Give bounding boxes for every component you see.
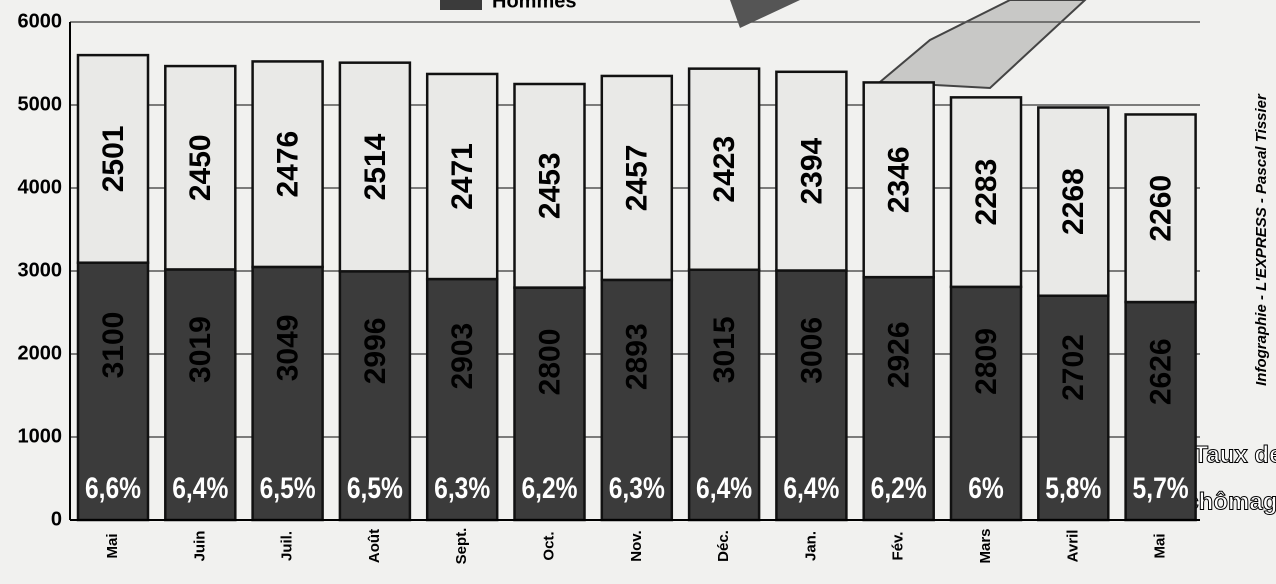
x-tick-label: Août	[366, 529, 383, 563]
bar-segment	[76, 53, 150, 264]
bar-segment	[1124, 113, 1197, 304]
credit: Infographie - L'EXPRESS - Pascal Tissier	[1253, 93, 1270, 386]
value-label: 2450	[184, 134, 217, 201]
bar-segment	[513, 286, 586, 522]
x-tick-label: Juil.	[279, 531, 296, 561]
x-tick-label: Oct.	[540, 531, 557, 560]
value-label: 2926	[883, 321, 916, 388]
bar-segment	[775, 70, 848, 272]
value-label: 2476	[272, 131, 305, 198]
y-tick-label: 2000	[18, 342, 63, 364]
value-label: 2800	[533, 329, 566, 396]
decoration	[877, 0, 1087, 90]
y-tick-label: 0	[51, 508, 62, 530]
y-tick-label: 1000	[18, 425, 63, 447]
value-label: 2514	[359, 133, 392, 200]
legend-label: Hommes	[492, 0, 576, 12]
value-label: 2346	[883, 146, 916, 213]
x-tick-label: Mai	[104, 533, 121, 558]
rate-label: 6,6%	[85, 471, 141, 505]
value-label: 2702	[1057, 334, 1090, 401]
x-tick-label: Fév.	[890, 532, 907, 561]
bar-segment	[949, 285, 1023, 522]
value-label: 2423	[708, 136, 741, 203]
value-label: 2457	[621, 145, 654, 212]
bar-segment	[251, 60, 324, 269]
value-label: 2453	[533, 152, 566, 219]
legend-swatch	[440, 0, 482, 10]
value-label: 3049	[272, 315, 305, 382]
rate-title: chômage	[1185, 488, 1276, 515]
x-tick-label: Avril	[1064, 530, 1081, 563]
rate-label: 6,5%	[347, 471, 403, 505]
value-label: 2893	[621, 323, 654, 390]
y-tick-label: 3000	[18, 259, 63, 281]
bar-segment	[338, 61, 412, 273]
value-label: 2996	[359, 318, 392, 385]
rate-label: 6%	[968, 471, 1004, 505]
bar-segment	[775, 269, 848, 522]
y-tick-label: 4000	[18, 176, 63, 198]
y-tick-label: 5000	[18, 93, 63, 115]
x-tick-label: Nov.	[628, 530, 645, 561]
value-label: 3100	[97, 312, 130, 379]
bar-segment	[687, 67, 761, 272]
value-label: 3015	[708, 316, 741, 383]
bar-segment	[949, 96, 1023, 289]
value-label: 2260	[1145, 175, 1178, 242]
rate-label: 6,4%	[172, 471, 228, 505]
bar-segment	[1037, 106, 1110, 297]
y-tick-label: 6000	[18, 10, 63, 32]
rate-label: 5,7%	[1133, 471, 1189, 505]
value-label: 2268	[1057, 168, 1090, 235]
value-label: 2626	[1145, 338, 1178, 405]
bar-segment	[76, 261, 150, 522]
value-label: 2283	[970, 159, 1003, 226]
rate-label: 6,4%	[696, 471, 752, 505]
rate-label: 6,3%	[609, 471, 665, 505]
x-tick-label: Mars	[977, 528, 994, 563]
bar-segment	[1037, 294, 1110, 522]
bar-segment	[600, 74, 674, 282]
bar-segment	[1124, 300, 1197, 522]
value-label: 2809	[970, 328, 1003, 395]
rate-label: 6,2%	[521, 471, 577, 505]
bar-segment	[862, 275, 935, 522]
decoration	[730, 0, 800, 28]
x-tick-label: Mai	[1152, 533, 1169, 558]
value-label: 2903	[446, 323, 479, 390]
bar-segment	[164, 268, 237, 522]
x-tick-label: Sept.	[453, 528, 470, 565]
x-tick-label: Jan.	[802, 531, 819, 561]
rate-label: 6,3%	[434, 471, 490, 505]
bar-segment	[862, 81, 935, 279]
rate-label: 6,5%	[260, 471, 316, 505]
x-tick-label: Juin	[191, 531, 208, 562]
rate-label: 6,2%	[871, 471, 927, 505]
bar-segment	[425, 72, 499, 281]
rate-title: Taux de	[1194, 441, 1276, 468]
rate-label: 6,4%	[783, 471, 839, 505]
value-label: 3006	[795, 317, 828, 384]
value-label: 2471	[446, 143, 479, 210]
value-label: 3019	[184, 316, 217, 383]
bar-segment	[251, 265, 324, 522]
value-label: 2394	[795, 137, 828, 204]
rate-label: 5,8%	[1045, 471, 1101, 505]
bar-segment	[164, 64, 237, 271]
x-tick-label: Déc.	[715, 530, 732, 562]
value-label: 2501	[97, 126, 130, 193]
bar-segment	[513, 82, 586, 289]
